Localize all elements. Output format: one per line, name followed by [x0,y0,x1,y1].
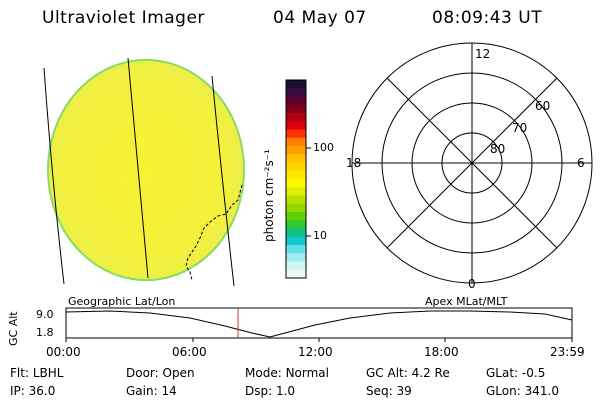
colorbar-band [286,121,306,131]
colorbar-band [286,170,306,180]
timeline-right-title: Apex MLat/MLT [425,295,508,308]
status-flt: Flt: LBHL [10,366,64,380]
colorbar-band [286,220,306,230]
polar-diagonal [386,77,558,249]
colorbar-band [286,129,306,139]
colorbar-band [286,154,306,164]
timeline-xtick-label: 06:00 [172,345,207,359]
status-mode: Mode: Normal [245,366,329,380]
status-gain: Gain: 14 [126,384,177,398]
colorbar-frame [285,79,307,279]
timeline-xtick-label: 12:00 [298,345,333,359]
mlt-label-6: 6 [577,156,585,170]
colorbar-tick-label: 100 [313,141,334,154]
mlt-label-18: 18 [346,156,362,170]
colorbar-band [286,187,306,197]
timeline-xtick-label: 23:59 [550,345,585,359]
colorbar-band [286,88,306,98]
colorbar-band [286,245,306,254]
earth-disk [47,59,245,281]
colorbar-band [286,162,306,172]
status-gc-alt: GC Alt: 4.2 Re [366,366,450,380]
date-label: 04 May 07 [273,8,367,28]
colorbar-band [286,253,306,263]
longitude-line [127,57,149,279]
longitude-line [211,75,235,287]
mlt-label-0: 0 [468,277,476,291]
colorbar-band [286,113,306,122]
colorbar-band [286,236,306,246]
colorbar-band [286,96,306,106]
lat-label-70: 70 [512,121,528,135]
colorbar-tick-label: 10 [313,229,327,242]
coastline [185,184,243,281]
colorbar-band [286,228,306,238]
colorbar-band [286,212,306,221]
timeline-ytick-bottom: 1.8 [36,326,54,339]
time-label: 08:09:43 UT [432,8,543,28]
colorbar-band [286,261,306,271]
longitude-line [43,67,65,285]
status-seq: Seq: 39 [366,384,412,398]
timeline-left-title: Geographic Lat/Lon [68,295,176,308]
timeline-ytick-top: 9.0 [36,308,54,321]
colorbar-band [286,203,306,213]
status-dsp: Dsp: 1.0 [245,384,296,398]
colorbar-band [286,104,306,114]
colorbar-band [286,179,306,188]
status-glat: GLat: -0.5 [486,366,546,380]
status-door: Door: Open [126,366,195,380]
colorbar-band [286,269,306,279]
lat-label-80: 80 [490,142,506,156]
instrument-title: Ultraviolet Imager [42,8,205,28]
colorbar-band [286,137,306,147]
status-glon: GLon: 341.0 [486,384,559,398]
mlt-label-12: 12 [475,47,491,61]
timeline-xtick-label: 18:00 [424,345,459,359]
lat-label-60: 60 [535,99,551,113]
status-ip: IP: 36.0 [10,384,56,398]
timeline-xtick-label: 00:00 [46,345,81,359]
colorbar-gradient [286,80,306,279]
altitude-curve [65,310,573,338]
colorbar-band [286,80,306,89]
colorbar-band [286,195,306,205]
colorbar-band [286,146,306,155]
